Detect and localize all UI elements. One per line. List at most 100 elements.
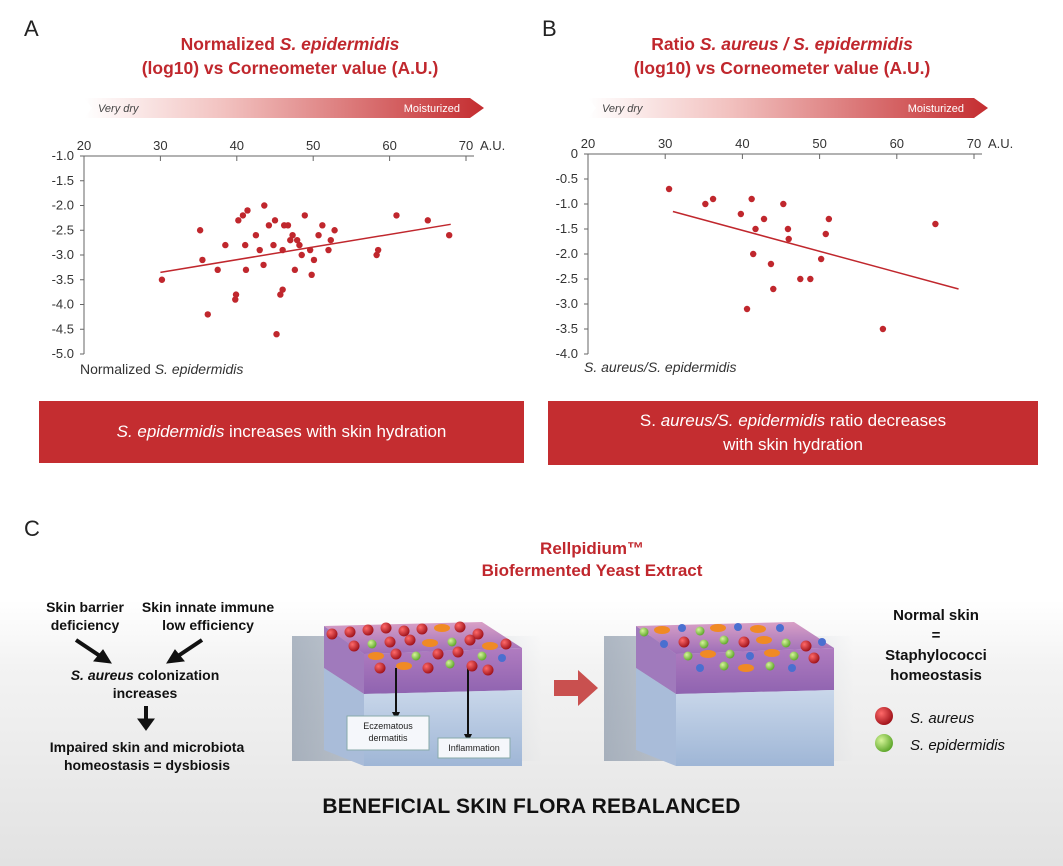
chart-a-data-point [260,261,267,269]
chart-a-data-point [331,227,338,234]
bacteria-epidermidis [765,661,775,671]
chart-a-data-point [325,246,332,254]
bacteria-epidermidis [411,651,421,661]
gradient-label-moisturized-a: Moisturized [404,103,460,115]
normal-skin-line2: = [931,627,941,644]
bacteria-aureus [390,648,402,660]
legend-aureus-icon [875,707,893,725]
panel-label-b: B [542,16,557,41]
bacteria-aureus [374,662,386,674]
chart-a-x-tick-label: 60 [382,138,396,153]
chart-b-data-point [743,305,751,313]
chart-a-data-point [298,251,305,259]
node-colonization: S. aureus colonization increases [40,666,250,702]
chart-a-data-point [279,246,286,254]
chart-b-data-point [817,255,825,263]
chart-a-y-tick-label: -5.0 [52,346,74,361]
bacteria-aureus [472,628,484,640]
chart-a-data-point [235,217,242,224]
bacteria-orange [396,662,412,670]
chart-a-title-part1: Normalized [180,34,280,54]
bacteria-blue [498,654,506,662]
banner-b-line2: with skin hydration [723,435,863,454]
bacteria-blue [696,664,704,672]
bacteria-blue [818,638,826,646]
chart-a-y-tick-label: -3.0 [52,247,74,262]
bacteria-epidermidis [639,627,649,637]
bacteria-aureus [326,628,338,640]
bacteria-aureus [384,636,396,648]
gradient-label-moisturized-b: Moisturized [908,103,964,115]
bacteria-aureus [808,652,820,664]
chart-a-data-point [289,232,296,239]
chart-a-data-point [252,232,260,239]
chart-a-data-point [445,232,453,239]
flow-arrows [74,638,204,731]
chart-b-data-point [665,185,673,193]
product-name-line1: Rellpidium™ [540,539,644,558]
bacteria-aureus [422,662,434,674]
chart-a-data-point [204,311,211,318]
bacteria-orange [764,649,780,657]
legend-aureus-label: S. aureus [910,710,975,727]
node-barrier-deficiency: Skin barrier deficiency [46,599,124,633]
bacteria-orange [710,624,726,632]
chart-a-data-point [222,241,229,249]
chart-a-data-point [232,291,240,298]
chart-b-x-tick-label: 40 [735,136,749,151]
node-impaired-homeostasis: Impaired skin and microbiota homeostasis… [49,739,245,773]
chart-b-y-tick-label: -2.5 [556,271,578,286]
chart-b-data-point [822,230,829,238]
bacteria-aureus [482,664,494,676]
panel-label-c: C [24,516,40,541]
chart-b-data-point [748,195,755,203]
chart-b-y-tick-label: -3.5 [556,321,578,336]
bacteria-aureus [348,640,360,652]
chart-a-y-tick-label: -2.5 [52,222,74,237]
skin-block-normal [604,622,854,766]
bacteria-orange [422,639,438,647]
bacteria-aureus [738,636,750,648]
chart-b-y-tick-label: -0.5 [556,171,578,186]
bacteria-epidermidis [683,651,693,661]
chart-b-data-point [709,195,717,203]
chart-a-data-point [232,296,239,303]
bacteria-orange [368,652,384,660]
chart-a-data-point [196,227,204,234]
chart-a-y-tick-label: -4.0 [52,297,74,312]
normal-skin-text: Normal skin = Staphylococci homeostasis [866,606,1006,686]
bacteria-aureus [466,660,478,672]
chart-a-data-point [214,266,221,274]
chart-a-data-point [315,232,322,239]
chart-a-data-point [244,207,251,214]
legend-epidermidis-label: S. epidermidis [910,737,1006,754]
chart-b-data-point [770,285,777,293]
arrow-head-1 [93,649,112,664]
chart-a-data-point [291,266,299,274]
chart-a-data-point [374,246,382,254]
chart-a-data-point [271,217,279,224]
chart-b-y-tick-label: 0 [571,146,578,161]
node-colonization-text: colonization [133,667,220,683]
banner-a-italic: S. epidermidis [116,422,225,441]
banner-b-italic: aureus/S. epidermidis [660,411,826,430]
chart-b-y-label: S. aureus/S. epidermidis [584,359,737,375]
chart-b-data-point [825,215,833,223]
chart-b-data-point [785,235,792,243]
chart-a-data-point [270,241,277,249]
panel-label-a: A [24,16,39,41]
bacteria-aureus [362,624,374,636]
chart-b-x-tick-label: 50 [812,136,826,151]
bacteria-orange [750,625,766,633]
bacteria-orange [434,624,450,632]
bacteria-aureus [500,638,512,650]
chart-a-data-point [301,212,308,219]
bacteria-aureus [464,634,476,646]
chart-b-data-point [780,200,787,208]
chart-b-x-tick-label: 30 [658,136,672,151]
arrow-head-3 [137,718,155,731]
chart-b-title-italic: S. aureus / S. epidermidis [699,34,913,54]
bacteria-epidermidis [367,639,377,649]
chart-a: Very dry Moisturized 20 30 40 50 60 70 A.U. -1.… [52,98,505,377]
bacteria-epidermidis [781,638,791,648]
